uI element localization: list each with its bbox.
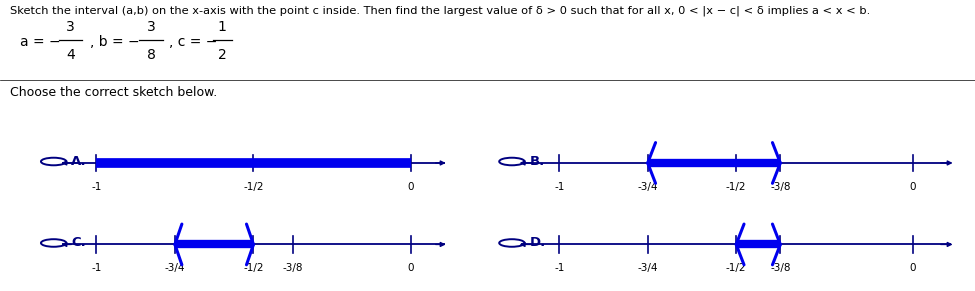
Text: 1: 1 <box>217 19 227 33</box>
Text: -3/4: -3/4 <box>165 263 185 274</box>
Text: a = −: a = − <box>20 35 60 49</box>
Text: C.: C. <box>71 237 86 249</box>
Text: -1/2: -1/2 <box>243 182 264 192</box>
Text: 4: 4 <box>66 48 74 62</box>
Text: 0: 0 <box>910 263 916 274</box>
Text: , b = −: , b = − <box>90 35 139 49</box>
Text: -1: -1 <box>554 182 565 192</box>
Text: 3: 3 <box>147 19 155 33</box>
Text: 0: 0 <box>408 263 414 274</box>
Text: Sketch the interval (a,b) on the x-axis with the point c inside. Then find the l: Sketch the interval (a,b) on the x-axis … <box>10 6 870 16</box>
Text: -3/8: -3/8 <box>770 263 791 274</box>
Text: B.: B. <box>529 155 545 168</box>
Text: -1/2: -1/2 <box>725 182 747 192</box>
Text: D.: D. <box>529 237 546 249</box>
Text: , c = −: , c = − <box>169 35 217 49</box>
Text: A.: A. <box>71 155 87 168</box>
Text: 8: 8 <box>146 48 156 62</box>
Text: -3/8: -3/8 <box>283 263 303 274</box>
Text: 3: 3 <box>66 19 74 33</box>
Text: -1: -1 <box>554 263 565 274</box>
Text: -1: -1 <box>91 182 101 192</box>
Text: 0: 0 <box>910 182 916 192</box>
Text: -1: -1 <box>91 263 101 274</box>
Text: -1/2: -1/2 <box>243 263 264 274</box>
Text: 2: 2 <box>218 48 226 62</box>
Text: 0: 0 <box>408 182 414 192</box>
Text: -1/2: -1/2 <box>725 263 747 274</box>
Text: Choose the correct sketch below.: Choose the correct sketch below. <box>10 86 217 99</box>
Text: -3/8: -3/8 <box>770 182 791 192</box>
Text: -3/4: -3/4 <box>638 263 658 274</box>
Text: -3/4: -3/4 <box>638 182 658 192</box>
